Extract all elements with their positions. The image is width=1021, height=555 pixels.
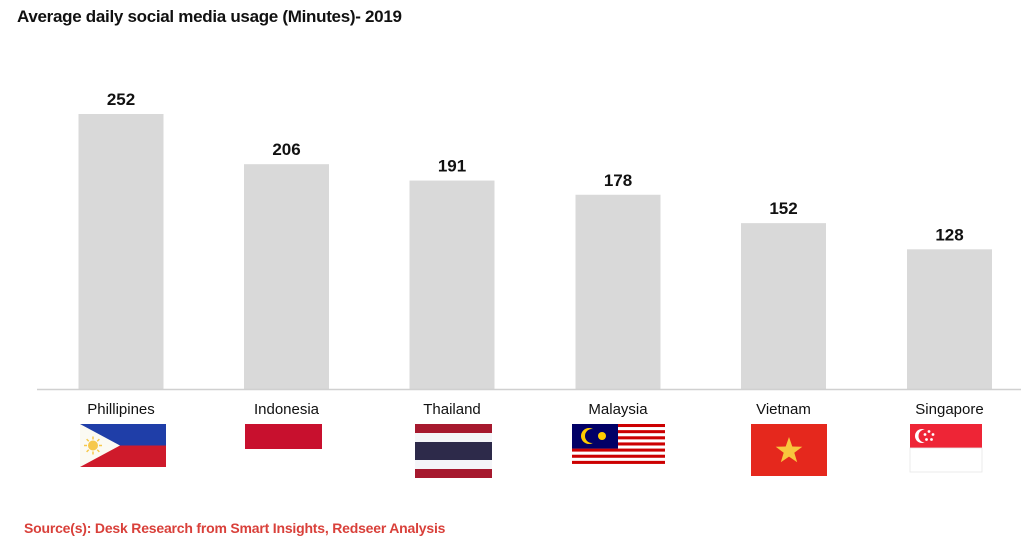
bar-singapore (907, 249, 992, 389)
bar-indonesia (244, 164, 329, 389)
chart-title: Average daily social media usage (Minute… (17, 7, 402, 26)
data-label: 178 (604, 171, 632, 190)
category-label: Phillipines (87, 401, 155, 418)
vietnam-flag-icon (751, 424, 827, 476)
category-label: Singapore (915, 401, 983, 418)
bar-chart: 252 Phillipines 206 Indonesia 191 Thailand 178… (37, 90, 1021, 478)
bar-vietnam (741, 223, 826, 389)
bar-phillipines (78, 114, 164, 389)
data-label: 152 (769, 199, 797, 218)
category-label: Indonesia (254, 401, 320, 418)
philippines-flag-icon (80, 424, 166, 467)
data-label: 206 (272, 140, 300, 159)
category-label: Malaysia (588, 401, 648, 418)
data-label: 252 (107, 90, 135, 109)
data-label: 128 (935, 225, 963, 244)
bar-malaysia (575, 194, 661, 389)
category-label: Vietnam (756, 401, 811, 418)
category-label: Thailand (423, 401, 481, 418)
bar-thailand (409, 180, 495, 389)
thailand-flag-icon (415, 424, 492, 478)
singapore-flag-icon (909, 424, 983, 473)
malaysia-flag-icon (572, 424, 665, 468)
data-label: 191 (438, 157, 466, 176)
source-note: Source(s): Desk Research from Smart Insi… (24, 520, 446, 536)
indonesia-flag-icon (245, 424, 322, 474)
